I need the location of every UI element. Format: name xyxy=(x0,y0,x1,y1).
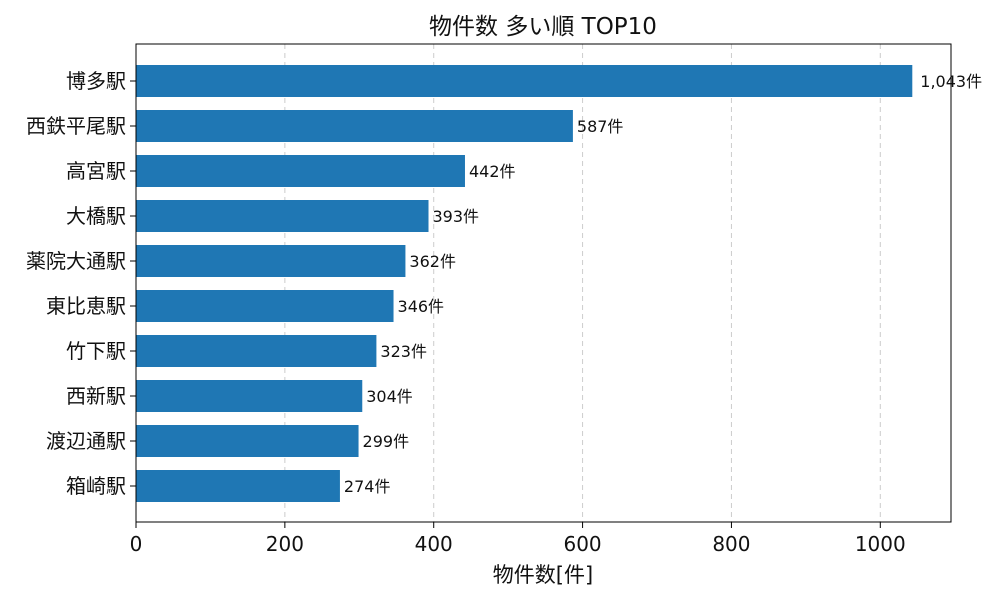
data-label: 274件 xyxy=(344,477,391,496)
data-label: 299件 xyxy=(363,432,410,451)
x-axis-label: 物件数[件] xyxy=(493,563,593,587)
bar xyxy=(136,110,573,142)
data-label: 362件 xyxy=(409,252,456,271)
bar xyxy=(136,425,359,457)
x-tick-label: 400 xyxy=(415,532,453,556)
bar xyxy=(136,65,913,97)
x-tick-label: 800 xyxy=(712,532,750,556)
bar xyxy=(136,200,429,232)
x-tick-label: 600 xyxy=(563,532,601,556)
bar xyxy=(136,470,340,502)
bar xyxy=(136,290,394,322)
chart-title: 物件数 多い順 TOP10 xyxy=(429,14,657,40)
y-tick-label: 箱崎駅 xyxy=(66,474,126,498)
data-labels: 1,043件 587件 442件 393件 362件 346件 323件 304件 299件 27… xyxy=(344,72,982,496)
data-label: 1,043件 xyxy=(920,72,982,91)
bar xyxy=(136,380,363,412)
x-axis-ticks: 0 200 400 600 800 1000 xyxy=(130,522,906,556)
y-tick-label: 西鉄平尾駅 xyxy=(26,114,126,138)
x-tick-label: 1000 xyxy=(855,532,906,556)
data-label: 323件 xyxy=(380,342,427,361)
y-tick-label: 大橋駅 xyxy=(66,204,126,228)
y-tick-label: 高宮駅 xyxy=(66,159,126,183)
data-label: 346件 xyxy=(398,297,445,316)
data-label: 442件 xyxy=(469,162,516,181)
bar xyxy=(136,245,406,277)
x-tick-label: 0 xyxy=(130,532,143,556)
data-label: 393件 xyxy=(433,207,480,226)
y-tick-label: 渡辺通駅 xyxy=(46,429,126,453)
bar xyxy=(136,335,377,367)
plot-frame xyxy=(135,43,952,523)
y-tick-label: 竹下駅 xyxy=(66,339,126,363)
data-label: 587件 xyxy=(577,117,624,136)
y-tick-label: 西新駅 xyxy=(66,384,126,408)
y-tick-label: 薬院大通駅 xyxy=(26,249,126,273)
y-tick-label: 博多駅 xyxy=(66,69,126,93)
data-label: 304件 xyxy=(366,387,413,406)
x-tick-label: 200 xyxy=(266,532,304,556)
bar xyxy=(136,155,465,187)
y-tick-label: 東比恵駅 xyxy=(46,294,126,318)
bars xyxy=(136,65,913,502)
